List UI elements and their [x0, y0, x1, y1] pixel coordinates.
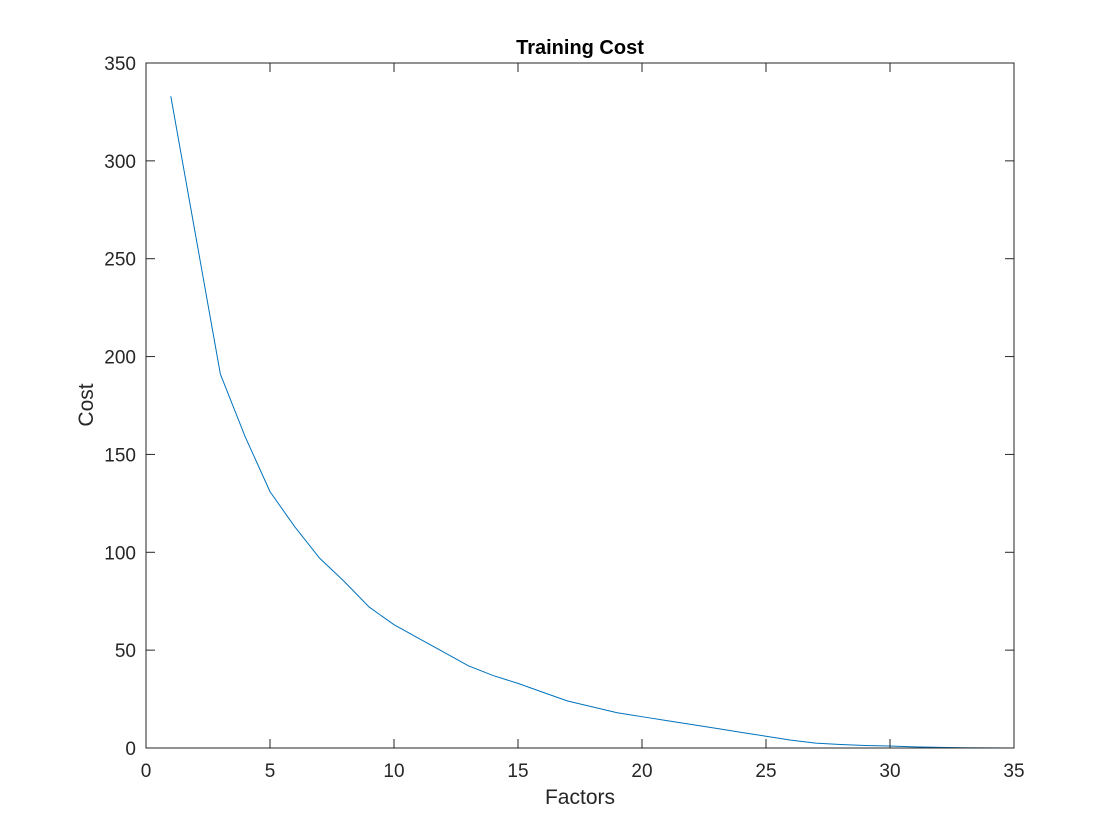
x-tick-label: 5: [265, 761, 276, 782]
series-line-1: [170, 96, 1015, 749]
y-tick-label: 100: [104, 543, 136, 564]
y-tick-label: 200: [104, 348, 136, 369]
y-tick-label: 0: [125, 739, 136, 760]
x-tick-label: 10: [383, 761, 404, 782]
y-tick-label: 350: [104, 54, 136, 75]
x-tick-label: 30: [879, 761, 900, 782]
y-tick-label: 250: [104, 250, 136, 271]
y-axis-label: Cost: [75, 383, 98, 426]
x-tick-label: 15: [507, 761, 528, 782]
y-tick-label: 150: [104, 445, 136, 466]
x-axis-label: Factors: [545, 786, 615, 809]
x-tick-label: 35: [1003, 761, 1024, 782]
x-tick-label: 20: [631, 761, 652, 782]
chart-title: Training Cost: [516, 37, 644, 59]
x-tick-label: 25: [755, 761, 776, 782]
x-tick-label: 0: [141, 761, 152, 782]
y-tick-label: 300: [104, 152, 136, 173]
axes-frame: [145, 62, 1015, 749]
y-tick-label: 50: [115, 641, 136, 662]
